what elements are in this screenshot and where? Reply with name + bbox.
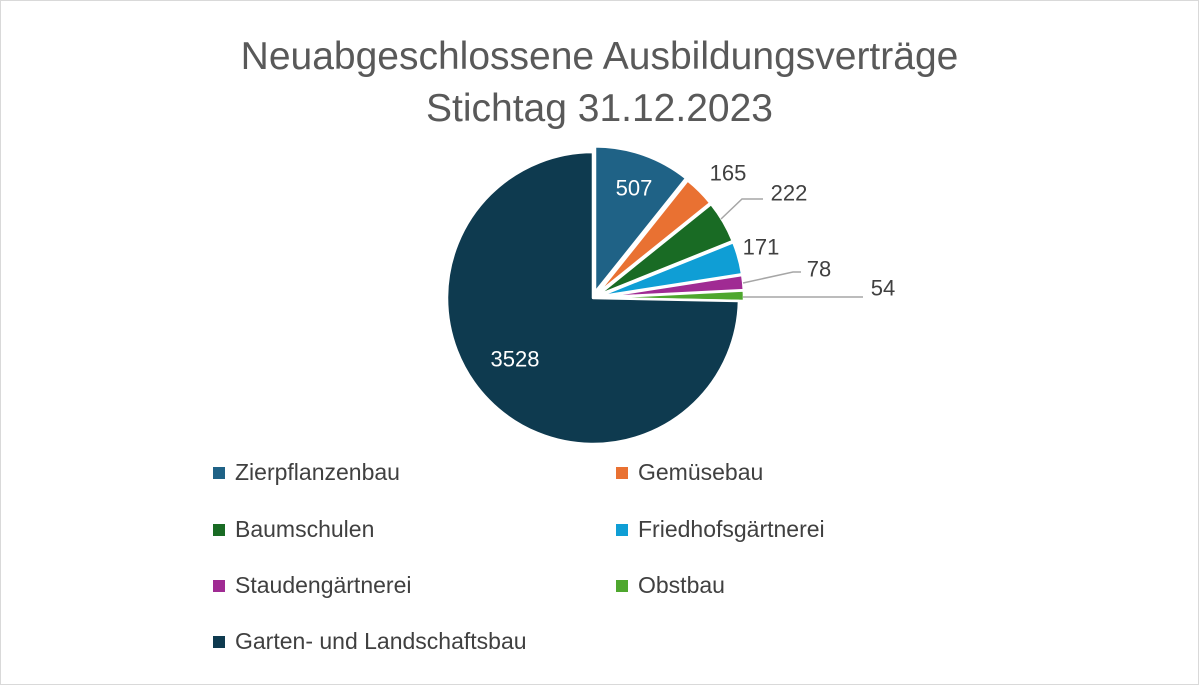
legend-label: Staudengärtnerei <box>235 572 412 598</box>
data-label: 171 <box>743 235 780 260</box>
legend-item: Garten- und Landschaftsbau <box>213 628 527 655</box>
pie-slice-gemüsebau <box>595 179 712 296</box>
data-label: 222 <box>771 181 808 206</box>
legend-swatch <box>213 635 225 648</box>
data-label: 78 <box>807 257 831 282</box>
legend-label: Baumschulen <box>235 516 375 542</box>
legend-label: Garten- und Landschaftsbau <box>235 628 527 654</box>
chart-title-block: Neuabgeschlossene Ausbildungsverträge St… <box>1 31 1198 135</box>
legend-swatch <box>616 523 628 536</box>
data-label: 54 <box>871 276 895 301</box>
pie-slice-baumschulen <box>596 202 735 297</box>
pie-slice-zierpflanzenbau <box>593 145 688 294</box>
data-label: 3528 <box>491 347 540 372</box>
data-label: 165 <box>710 161 747 186</box>
legend-item: Friedhofsgärtnerei <box>616 516 825 543</box>
data-label: 507 <box>616 176 653 201</box>
pie-slice-garten-und-landschaftsbau <box>445 150 741 446</box>
legend-swatch <box>213 466 225 479</box>
legend-label: Obstbau <box>638 572 725 598</box>
chart-subtitle: Stichtag 31.12.2023 <box>426 87 773 130</box>
legend-swatch <box>616 579 628 592</box>
legend-item: Baumschulen <box>213 516 374 543</box>
legend-item: Zierpflanzenbau <box>213 459 400 486</box>
legend-label: Zierpflanzenbau <box>235 459 400 485</box>
leader-line <box>742 271 801 284</box>
legend-swatch <box>616 466 628 479</box>
legend-item: Gemüsebau <box>616 459 763 486</box>
legend-label: Friedhofsgärtnerei <box>638 516 825 542</box>
legend-swatch <box>213 579 225 592</box>
leader-line <box>720 198 763 220</box>
legend-item: Staudengärtnerei <box>213 572 411 599</box>
legend-item: Obstbau <box>616 572 725 599</box>
chart-title: Neuabgeschlossene Ausbildungsverträge <box>240 35 959 78</box>
legend-label: Gemüsebau <box>638 459 764 485</box>
legend-swatch <box>213 523 225 536</box>
